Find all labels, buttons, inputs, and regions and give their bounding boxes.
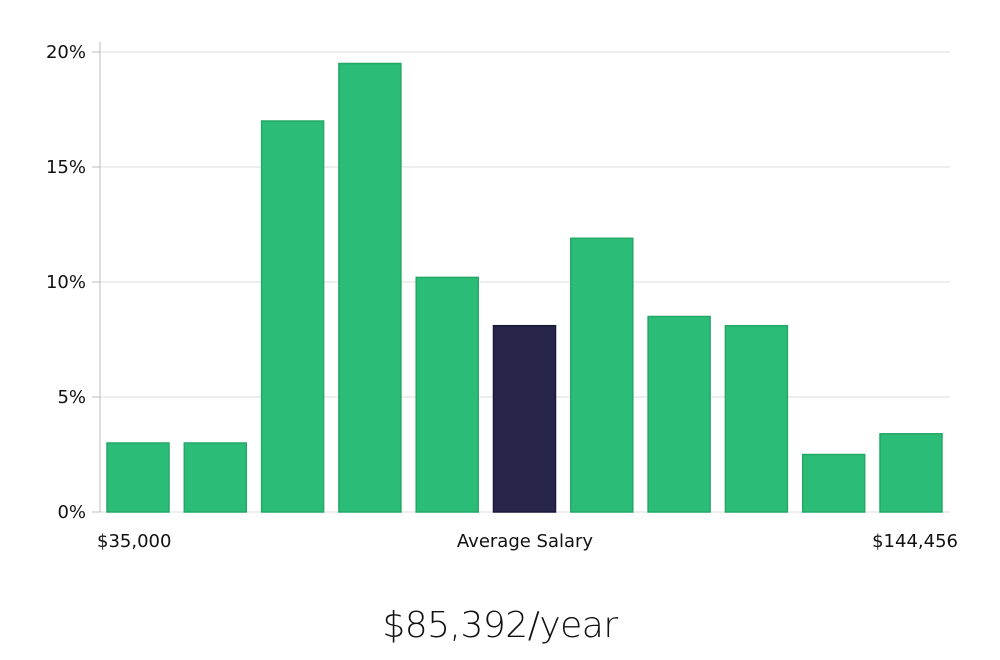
salary-histogram-chart: 0% 5% 10% 15% 20% $35,000 Average Salary $14… (46, 42, 958, 552)
y-tick-label: 15% (46, 157, 86, 178)
bar (260, 120, 325, 513)
bar (647, 315, 711, 513)
bar (801, 453, 866, 513)
x-min-label: $35,000 (97, 531, 171, 552)
bar (106, 442, 170, 513)
y-tick-label: 20% (46, 42, 86, 63)
bar (183, 442, 248, 513)
bar (338, 62, 402, 513)
y-tick-label: 5% (57, 387, 86, 408)
bar (724, 324, 789, 513)
bars-layer (106, 62, 943, 513)
bar (415, 276, 479, 513)
y-tick-label: 0% (57, 502, 86, 523)
y-tick-label: 10% (46, 272, 86, 293)
average-salary-headline: $85,392/year (382, 605, 618, 646)
bar-average-salary (492, 324, 557, 513)
x-max-label: $144,456 (872, 531, 958, 552)
y-axis-ticks: 0% 5% 10% 15% 20% (46, 42, 100, 523)
x-center-label: Average Salary (457, 531, 594, 552)
bar (570, 237, 634, 513)
bar (879, 433, 943, 513)
